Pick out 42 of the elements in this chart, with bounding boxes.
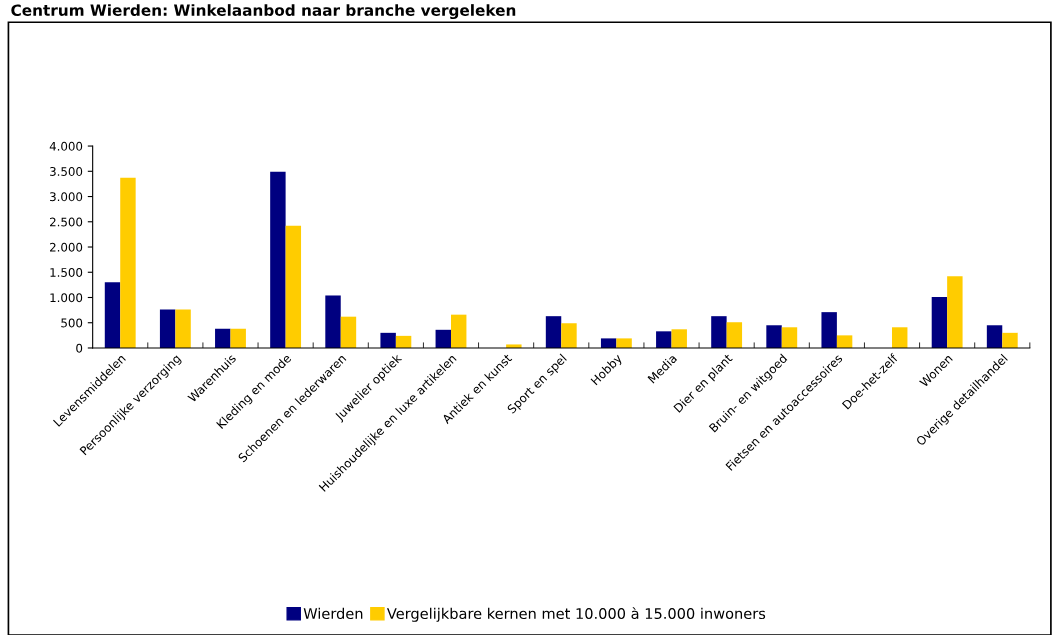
bar	[836, 335, 853, 348]
bar	[380, 332, 396, 348]
bar	[120, 177, 136, 348]
bar	[821, 312, 837, 348]
bar	[1002, 332, 1018, 348]
y-tick-label: 3.000	[50, 192, 83, 202]
bar	[671, 329, 687, 348]
bar	[781, 327, 798, 348]
bar	[104, 282, 121, 348]
bar	[766, 325, 782, 348]
bar	[340, 316, 357, 348]
y-tick-label: 2.500	[50, 217, 83, 227]
bar	[726, 322, 743, 348]
y-tick-label: 3.500	[50, 167, 83, 176]
bar	[435, 329, 451, 348]
legend-label: Vergelijkbare kernen met 10.000 à 15.000 inwoners	[386, 607, 766, 622]
y-tick-label: 1.000	[50, 293, 83, 303]
legend-label: Wierden	[303, 607, 363, 620]
bar	[285, 225, 302, 348]
bar	[711, 316, 727, 348]
bar	[561, 323, 577, 348]
bar	[159, 309, 176, 348]
y-tick-label: 500	[61, 318, 83, 328]
chart-title: Centrum Wierden: Winkelaanbod naar branche vergeleken	[11, 4, 516, 20]
bar	[986, 325, 1003, 348]
y-tick-label: 2.000	[50, 242, 83, 252]
bar	[450, 314, 467, 348]
y-tick-label: 4.000	[49, 141, 83, 151]
bar	[616, 338, 632, 348]
y-tick-label: 1.500	[50, 267, 83, 277]
bar	[947, 276, 963, 348]
bar	[270, 171, 286, 348]
bar	[545, 316, 562, 348]
bar	[931, 296, 948, 348]
bar	[230, 328, 246, 348]
bar	[215, 328, 231, 348]
bar	[175, 309, 191, 348]
bar	[600, 338, 617, 348]
bar	[325, 295, 341, 348]
bar	[656, 331, 672, 348]
y-tick-label: 0	[76, 343, 83, 353]
bar	[892, 327, 908, 348]
